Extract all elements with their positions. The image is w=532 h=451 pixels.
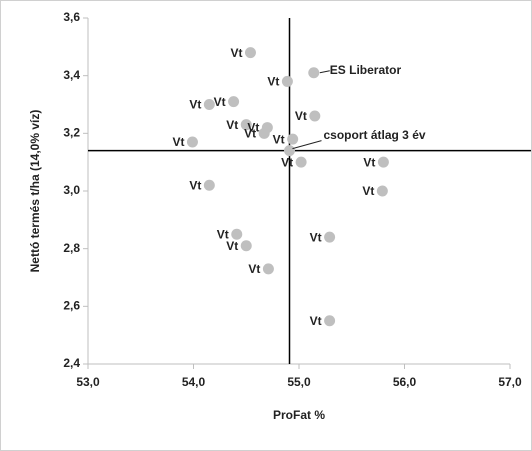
point-label: Vt	[189, 178, 201, 192]
point-label: Vt	[273, 132, 285, 146]
y-tick-label: 3,2	[63, 126, 80, 140]
point-label: Vt	[226, 239, 238, 253]
point-label: Vt	[244, 127, 256, 141]
point-label: Vt	[248, 262, 260, 276]
point	[244, 47, 256, 59]
point	[308, 67, 320, 79]
point	[309, 110, 321, 122]
y-tick-label: 2,8	[63, 241, 80, 255]
point-label: Vt	[310, 230, 322, 244]
point	[376, 185, 388, 197]
point	[295, 156, 307, 168]
y-tick-label: 2,6	[63, 299, 80, 313]
y-axis-label: Nettó termés t/ha (14,0% víz)	[28, 110, 42, 273]
point-label: Vt	[362, 184, 374, 198]
x-tick-label: 57,0	[498, 375, 522, 389]
point	[324, 315, 336, 327]
leader-line	[292, 140, 322, 150]
point-label: Vt	[226, 118, 238, 132]
point-label: Vt	[189, 98, 201, 112]
x-axis-label: ProFat %	[273, 408, 325, 422]
point	[262, 263, 274, 275]
point-label: Vt	[230, 46, 242, 60]
point-label: ES Liberator	[330, 63, 402, 77]
point	[231, 228, 243, 240]
x-tick-label: 54,0	[182, 375, 206, 389]
point-label: Vt	[363, 155, 375, 169]
y-tick-label: 3,4	[63, 68, 80, 82]
y-tick-label: 3,0	[63, 183, 80, 197]
point	[281, 75, 293, 87]
point	[377, 156, 389, 168]
point-label: Vt	[267, 75, 279, 89]
point-label: Vt	[281, 155, 293, 169]
x-tick-label: 53,0	[76, 375, 100, 389]
point-label: Vt	[214, 95, 226, 109]
point-label: csoport átlag 3 év	[324, 128, 426, 142]
x-tick-label: 55,0	[287, 375, 311, 389]
point	[324, 231, 336, 243]
x-tick-label: 56,0	[393, 375, 417, 389]
point-label: Vt	[295, 109, 307, 123]
point	[186, 136, 198, 148]
point	[228, 96, 240, 108]
point-label: Vt	[172, 135, 184, 149]
point-label: Vt	[310, 314, 322, 328]
point-label: Vt	[247, 121, 259, 135]
y-tick-label: 2,4	[63, 356, 80, 370]
point	[287, 133, 299, 145]
point	[203, 99, 215, 110]
point	[240, 240, 252, 252]
point	[240, 119, 252, 131]
y-tick-label: 3,6	[63, 10, 80, 24]
leader-line	[319, 70, 330, 74]
point	[258, 127, 270, 139]
point	[203, 179, 215, 191]
point-label: Vt	[217, 227, 229, 241]
point	[284, 145, 296, 157]
